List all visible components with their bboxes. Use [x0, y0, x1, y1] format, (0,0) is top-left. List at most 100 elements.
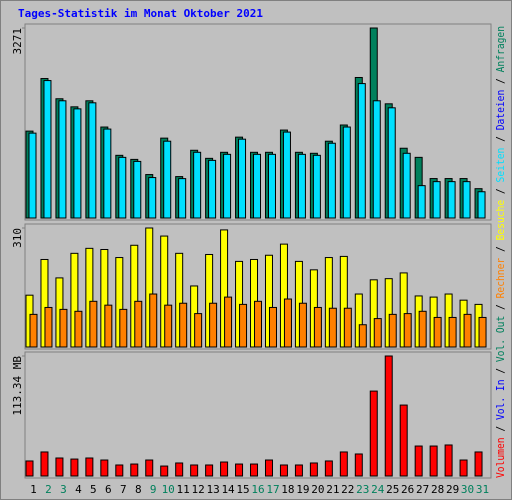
bar: [239, 303, 248, 348]
bar: [224, 296, 233, 348]
bar: [354, 453, 363, 477]
x-tick-label: 13: [206, 483, 219, 496]
bar: [223, 153, 232, 219]
x-tick-label: 29: [446, 483, 459, 496]
legend-entry: Anfragen: [494, 26, 507, 72]
bar: [104, 304, 113, 348]
bar: [309, 462, 318, 477]
bar: [164, 304, 173, 348]
bar: [372, 100, 381, 219]
bar: [448, 316, 457, 348]
x-tick-label: 20: [311, 483, 324, 496]
bar: [343, 307, 352, 348]
bar: [477, 191, 486, 219]
bar: [220, 461, 229, 477]
bar: [250, 463, 259, 477]
x-tick-label: 28: [431, 483, 444, 496]
bar: [190, 464, 199, 477]
legend-separator: /: [494, 420, 507, 437]
bar: [387, 107, 396, 219]
bar: [283, 298, 292, 348]
bar: [328, 307, 337, 348]
legend-entry: Volumen: [494, 437, 507, 478]
x-tick-label: 11: [177, 483, 190, 496]
bar: [28, 132, 37, 219]
bar: [327, 142, 336, 219]
bar: [358, 324, 367, 348]
legend-entry: Seiten: [494, 148, 507, 183]
x-tick-label: 1: [30, 483, 37, 496]
bar: [418, 310, 427, 348]
legend-separator: /: [494, 182, 507, 199]
bar: [130, 463, 139, 477]
bar: [402, 152, 411, 219]
bar: [264, 459, 273, 477]
bar: [59, 308, 68, 348]
x-tick-label: 4: [75, 483, 82, 496]
bar: [145, 459, 154, 477]
bar: [208, 159, 217, 219]
bar: [58, 100, 67, 219]
bar: [399, 404, 408, 477]
legend-separator: /: [494, 298, 507, 315]
bar: [478, 316, 487, 348]
bar: [73, 108, 82, 219]
x-tick-label: 25: [386, 483, 399, 496]
bar: [339, 451, 348, 477]
bar: [433, 316, 442, 348]
bar: [313, 306, 322, 348]
bar: [88, 102, 97, 219]
x-tick-label: 31: [476, 483, 489, 496]
bar: [74, 310, 83, 348]
bar: [388, 313, 397, 348]
bar: [253, 153, 262, 219]
x-tick-label: 19: [296, 483, 309, 496]
bar: [209, 302, 218, 348]
x-tick-label: 26: [401, 483, 414, 496]
x-tick-label: 9: [150, 483, 157, 496]
x-tick-label: 24: [371, 483, 385, 496]
bar: [414, 445, 423, 477]
bar: [205, 464, 214, 477]
bar: [268, 306, 277, 348]
bar: [179, 302, 188, 348]
bar: [324, 460, 333, 477]
legend-entry: Rechner: [494, 257, 507, 298]
y-tick-label: 113.34 MB: [11, 356, 24, 416]
y-tick-label: 310: [11, 228, 24, 248]
x-tick-label: 23: [356, 483, 369, 496]
bar: [43, 80, 52, 219]
bar: [119, 308, 128, 348]
bar: [118, 156, 127, 219]
x-tick-label: 5: [90, 483, 97, 496]
bar: [298, 302, 307, 348]
x-tick-label: 6: [105, 483, 112, 496]
x-tick-label: 16: [251, 483, 264, 496]
x-tick-label: 15: [236, 483, 249, 496]
bar: [235, 463, 244, 477]
bar: [294, 464, 303, 477]
legend-entry: Dateien: [494, 90, 507, 131]
bar: [417, 185, 426, 219]
bar: [163, 140, 172, 219]
legend-entry: Vol. Out: [494, 316, 507, 362]
bar: [70, 458, 79, 477]
bar: [29, 313, 38, 348]
bar: [357, 83, 366, 219]
bar: [89, 300, 98, 348]
bar: [238, 138, 247, 219]
x-tick-label: 17: [266, 483, 279, 496]
bar: [25, 460, 34, 477]
y-tick-label: 3271: [11, 28, 24, 55]
bar: [459, 459, 468, 477]
legend-separator: /: [494, 240, 507, 257]
bar: [55, 457, 64, 477]
bar: [148, 177, 157, 219]
x-tick-label: 21: [326, 483, 339, 496]
bar: [384, 355, 393, 477]
bar: [342, 126, 351, 219]
bar: [133, 160, 142, 219]
bar: [462, 181, 471, 219]
x-tick-label: 12: [192, 483, 205, 496]
